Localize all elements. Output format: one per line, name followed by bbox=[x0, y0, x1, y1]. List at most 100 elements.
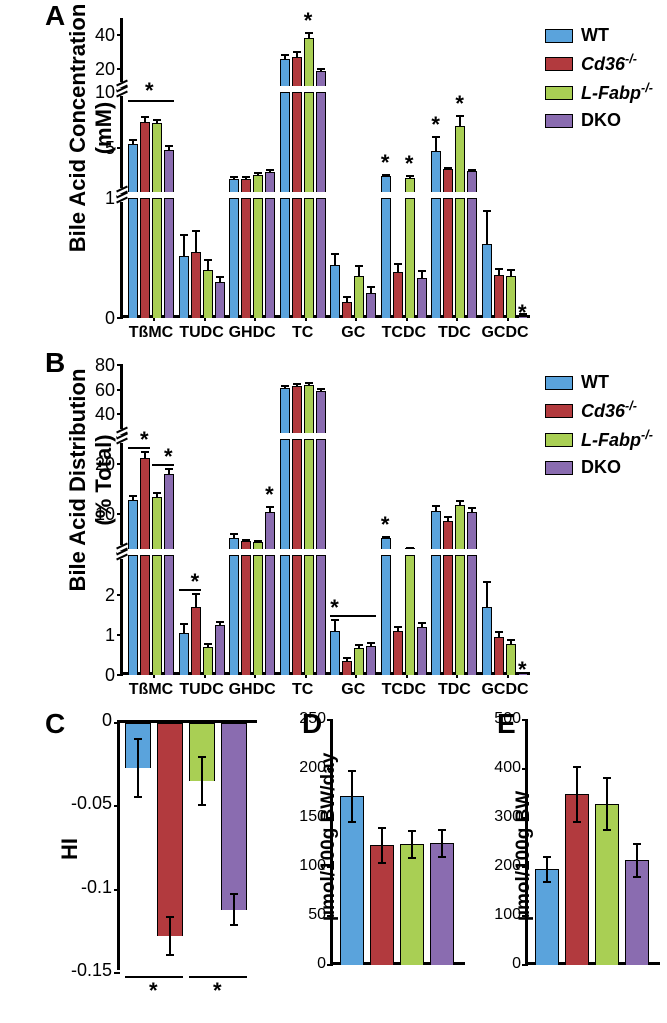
error-bar bbox=[411, 844, 413, 859]
bar bbox=[221, 723, 247, 910]
y-tick-label: 200 bbox=[288, 759, 326, 777]
y-tick-label: -0.05 bbox=[62, 793, 112, 814]
y-tick-label: -0.15 bbox=[62, 960, 112, 981]
error-bar bbox=[320, 388, 322, 391]
bar bbox=[417, 627, 427, 675]
bar bbox=[241, 555, 251, 675]
bar bbox=[304, 198, 314, 318]
bar bbox=[506, 276, 516, 318]
y-tick-label: 10 bbox=[75, 82, 115, 103]
x-tick-label: GHDC bbox=[224, 681, 280, 699]
x-tick-label: GC bbox=[325, 681, 381, 699]
error-bar bbox=[409, 547, 411, 549]
error-bar bbox=[370, 642, 372, 646]
y-tick-label: 300 bbox=[483, 808, 521, 826]
bar bbox=[405, 555, 415, 675]
x-tick-label: TßMC bbox=[123, 324, 179, 342]
bar bbox=[381, 198, 391, 318]
error-bar bbox=[606, 777, 608, 804]
error-bar bbox=[351, 770, 353, 796]
bar bbox=[405, 178, 415, 192]
x-tick-label: TC bbox=[275, 681, 331, 699]
legend: WTCd36-/-L-Fabp-/-DKO bbox=[545, 372, 653, 484]
x-tick-label: TDC bbox=[426, 324, 482, 342]
significance-star: * bbox=[518, 300, 527, 326]
significance-star: * bbox=[455, 91, 464, 117]
legend-swatch bbox=[545, 376, 573, 390]
bar bbox=[152, 198, 162, 318]
y-tick-label: 5 bbox=[75, 138, 115, 159]
bar bbox=[494, 275, 504, 318]
bar bbox=[229, 198, 239, 318]
bar bbox=[253, 555, 263, 675]
error-bar bbox=[233, 910, 235, 927]
bar bbox=[265, 512, 275, 549]
panel-label: A bbox=[45, 0, 65, 32]
error-bar bbox=[245, 176, 247, 179]
bar bbox=[229, 538, 239, 549]
legend-row: Cd36-/- bbox=[545, 399, 653, 422]
bar bbox=[381, 555, 391, 675]
bar bbox=[366, 293, 376, 318]
legend-label: L-Fabp-/- bbox=[581, 428, 653, 451]
y-tick-label: 400 bbox=[483, 759, 521, 777]
bar bbox=[280, 555, 290, 675]
bar bbox=[215, 282, 225, 318]
bar bbox=[128, 144, 138, 192]
legend-swatch bbox=[545, 461, 573, 475]
x-tick-label: GHDC bbox=[224, 324, 280, 342]
y-tick-label: 1 bbox=[75, 625, 115, 646]
bar bbox=[164, 555, 174, 675]
bar bbox=[304, 385, 314, 433]
bar bbox=[292, 57, 302, 86]
bar bbox=[467, 198, 477, 318]
error-bar bbox=[358, 265, 360, 276]
bar bbox=[152, 497, 162, 550]
legend-row: Cd36-/- bbox=[545, 52, 653, 75]
bar bbox=[494, 637, 504, 675]
error-bar bbox=[201, 756, 203, 781]
error-bar bbox=[168, 145, 170, 149]
error-bar bbox=[233, 533, 235, 538]
bar bbox=[354, 276, 364, 318]
error-bar bbox=[257, 540, 259, 542]
bar bbox=[215, 625, 225, 675]
bar bbox=[128, 198, 138, 318]
error-bar bbox=[137, 738, 139, 768]
bar bbox=[152, 555, 162, 675]
error-bar bbox=[510, 269, 512, 276]
bar bbox=[203, 647, 213, 675]
bar bbox=[431, 511, 441, 549]
bar bbox=[535, 869, 559, 965]
significance-star: * bbox=[140, 427, 149, 453]
y-tick-label: 200 bbox=[483, 857, 521, 875]
bar bbox=[157, 723, 183, 936]
error-bar bbox=[219, 276, 221, 282]
significance-star: * bbox=[149, 978, 158, 1004]
error-bar bbox=[308, 382, 310, 385]
bar bbox=[316, 555, 326, 675]
y-tick-label: 0 bbox=[288, 955, 326, 973]
error-bar bbox=[381, 827, 383, 846]
bar bbox=[330, 631, 340, 675]
bar bbox=[342, 302, 352, 318]
bar bbox=[140, 122, 150, 192]
error-bar bbox=[296, 51, 298, 57]
bar bbox=[164, 474, 174, 549]
error-bar bbox=[397, 626, 399, 631]
error-bar bbox=[498, 268, 500, 275]
error-bar bbox=[441, 829, 443, 844]
legend-swatch bbox=[545, 86, 573, 100]
error-bar bbox=[245, 539, 247, 541]
error-bar bbox=[381, 845, 383, 864]
bar bbox=[366, 646, 376, 675]
y-tick-label: 40 bbox=[75, 25, 115, 46]
bar bbox=[467, 171, 477, 192]
bar bbox=[304, 439, 314, 549]
y-tick-label: 10 bbox=[75, 504, 115, 525]
bar bbox=[405, 198, 415, 318]
panel-label: B bbox=[45, 347, 65, 379]
legend-swatch bbox=[545, 433, 573, 447]
bar bbox=[241, 179, 251, 192]
y-tick-label: 0 bbox=[75, 308, 115, 329]
